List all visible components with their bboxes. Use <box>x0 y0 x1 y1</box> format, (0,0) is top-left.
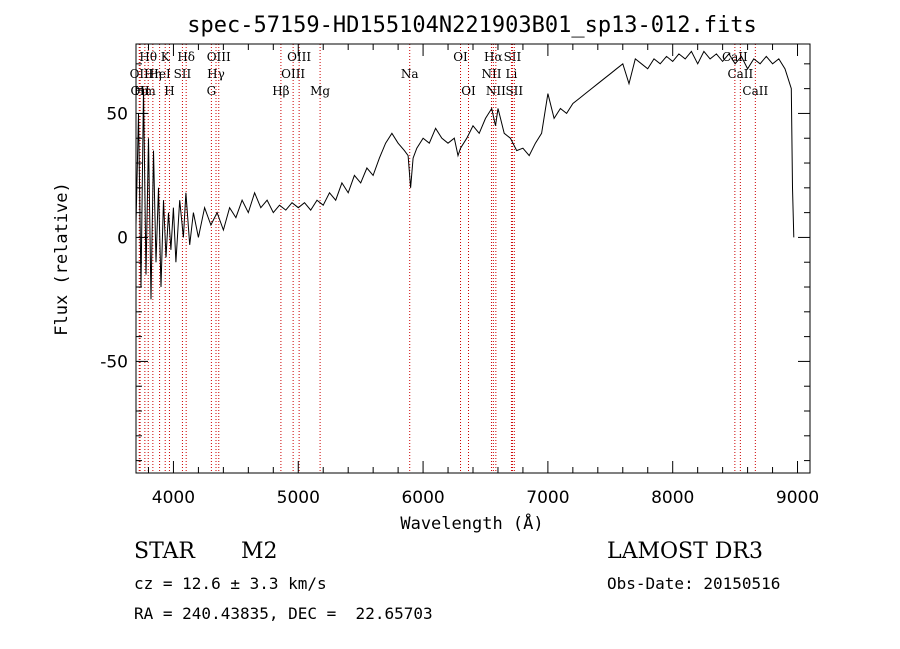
line-marker-label: SII <box>505 84 523 98</box>
line-marker-label: Hm <box>134 84 156 98</box>
line-marker-label: Hδ <box>177 50 195 64</box>
line-marker-label: Hθ <box>139 50 157 64</box>
line-marker-label: H <box>164 84 174 98</box>
x-axis-label: Wavelength (Å) <box>400 512 543 534</box>
line-marker-label: NII <box>486 84 506 98</box>
x-tick-label: 8000 <box>651 488 694 508</box>
object-class: STAR <box>134 539 195 564</box>
line-marker-label: K <box>161 50 171 64</box>
line-marker-label: Hβ <box>272 84 289 98</box>
x-tick-label: 4000 <box>152 488 195 508</box>
y-tick-label: -50 <box>100 352 128 372</box>
redshift-readout: cz = 12.6 ± 3.3 km/s <box>134 574 327 593</box>
line-marker-label: OI <box>453 50 468 64</box>
line-marker-label: SII <box>504 50 522 64</box>
x-tick-label: 5000 <box>277 488 320 508</box>
y-tick-label: 50 <box>106 104 128 124</box>
x-tick-label: 7000 <box>526 488 569 508</box>
line-marker-label: Mg <box>310 84 330 98</box>
line-marker-label: OII <box>130 84 150 98</box>
line-marker-label: SII <box>174 67 192 81</box>
line-marker-label: Na <box>401 67 419 81</box>
line-marker-label: G <box>207 84 217 98</box>
line-marker-label: Hη <box>144 67 162 81</box>
x-tick-label: 6000 <box>401 488 444 508</box>
line-marker-label: NII <box>481 67 501 81</box>
line-marker-label: Hα <box>484 50 503 64</box>
spectrum-series <box>135 50 795 300</box>
object-subclass: M2 <box>241 539 278 564</box>
y-tick-label: 0 <box>117 228 128 248</box>
line-marker-label: CaII <box>727 67 753 81</box>
line-marker-label: CaII <box>722 50 748 64</box>
line-marker-label: OIII <box>281 67 305 81</box>
y-axis: -50 0 50 <box>100 63 810 462</box>
line-markers: OIIOIIHmHθHηHeIKHSIIHδGHγOIIIHβOIIIOIIIM… <box>130 44 768 473</box>
survey-name: LAMOST DR3 <box>607 539 763 564</box>
line-marker-label: CaII <box>742 84 768 98</box>
chart-title: spec-57159-HD155104N221903B01_sp13-012.f… <box>187 13 757 38</box>
line-marker-label: OI <box>461 84 476 98</box>
y-axis-label: Flux (relative) <box>52 182 72 336</box>
plot-frame <box>135 43 811 474</box>
x-tick-label: 9000 <box>776 488 819 508</box>
line-marker-label: OIII <box>207 50 231 64</box>
x-axis: 4000 5000 6000 7000 8000 9000 <box>147 44 819 508</box>
line-marker-label: HeI <box>148 67 171 81</box>
line-marker-label: OII <box>130 67 150 81</box>
coordinates: RA = 240.43835, DEC = 22.65703 <box>134 604 433 623</box>
line-marker-label: Hγ <box>207 67 225 81</box>
obs-date: Obs-Date: 20150516 <box>607 574 781 593</box>
line-marker-label: Li <box>506 67 518 81</box>
line-marker-label: OIII <box>287 50 311 64</box>
spectrum-line <box>135 50 795 300</box>
